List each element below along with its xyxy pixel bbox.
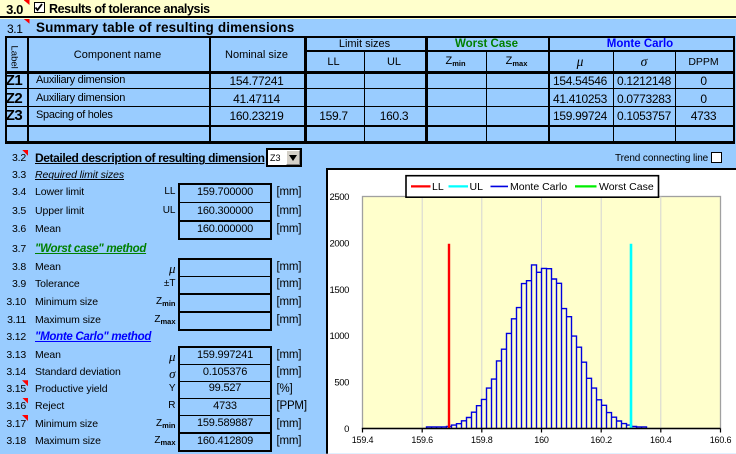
svg-text:500: 500 bbox=[334, 378, 349, 389]
svg-text:1000: 1000 bbox=[329, 331, 349, 342]
svg-text:2500: 2500 bbox=[329, 192, 349, 203]
svg-text:Worst Case: Worst Case bbox=[599, 181, 654, 193]
svg-text:1500: 1500 bbox=[329, 285, 349, 296]
svg-text:Label: Label bbox=[9, 46, 20, 69]
svg-text:2000: 2000 bbox=[329, 239, 349, 250]
svg-text:160.6: 160.6 bbox=[709, 435, 731, 445]
svg-text:UL: UL bbox=[469, 181, 483, 193]
svg-text:Monte Carlo: Monte Carlo bbox=[510, 181, 567, 193]
svg-text:160.4: 160.4 bbox=[650, 435, 672, 445]
svg-text:159.4: 159.4 bbox=[351, 435, 373, 445]
svg-text:159.8: 159.8 bbox=[471, 435, 493, 445]
svg-text:160.2: 160.2 bbox=[590, 435, 612, 445]
svg-text:159.6: 159.6 bbox=[411, 435, 433, 445]
svg-text:LL: LL bbox=[432, 181, 444, 193]
svg-text:0: 0 bbox=[344, 424, 349, 435]
svg-text:160: 160 bbox=[534, 435, 549, 445]
